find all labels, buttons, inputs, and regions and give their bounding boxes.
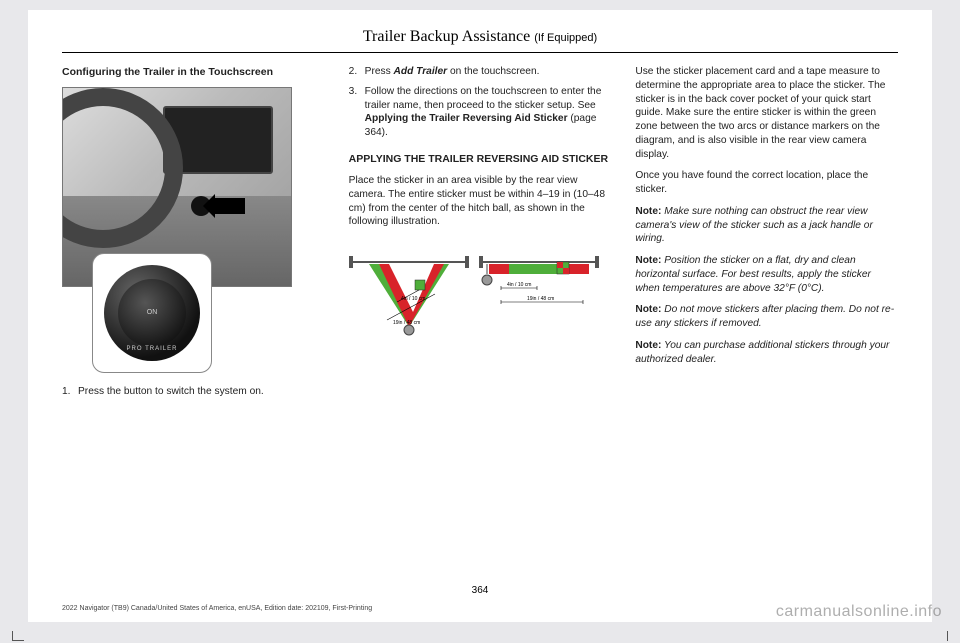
note-4-text: You can purchase additional stickers thr…	[635, 340, 889, 365]
note-1-text: Make sure nothing can obstruct the rear …	[635, 206, 873, 245]
pro-trailer-dial: ON PRO TRAILER	[104, 265, 200, 361]
col1-heading: Configuring the Trailer in the Touchscre…	[62, 65, 325, 79]
note-2-label: Note:	[635, 255, 661, 266]
figure-dial-inset: ON PRO TRAILER	[92, 253, 212, 373]
figure-sticker-placement: 4in / 10 cm 19in / 48 cm	[349, 237, 599, 357]
column-2: 2. Press Add Trailer on the touchscreen.…	[349, 65, 612, 405]
note-4-label: Note:	[635, 340, 661, 351]
header-title: Trailer Backup Assistance	[363, 28, 530, 45]
dim-small-1: 4in / 10 cm	[401, 296, 425, 302]
step-1-text: Press the button to switch the system on…	[78, 385, 264, 399]
col3-para-2: Once you have found the correct location…	[635, 169, 898, 197]
step-2-num: 2.	[349, 65, 365, 79]
content-columns: Configuring the Trailer in the Touchscre…	[62, 65, 898, 405]
note-2-text: Position the sticker on a flat, dry and …	[635, 255, 871, 294]
note-3-text: Do not move stickers after placing them.…	[635, 304, 894, 329]
step-2-pre: Press	[365, 66, 394, 77]
step-2-text: Press Add Trailer on the touchscreen.	[365, 65, 540, 79]
dim-large-1: 19in / 48 cm	[393, 320, 420, 326]
diagram-straight-tongue: 4in / 10 cm 19in / 48 cm	[479, 242, 599, 352]
diagram-v-tongue: 4in / 10 cm 19in / 48 cm	[349, 242, 469, 352]
dial-band-label: PRO TRAILER	[104, 345, 200, 353]
dim-small-2: 4in / 10 cm	[507, 282, 531, 288]
col2-heading-sticker: APPLYING THE TRAILER REVERSING AID STICK…	[349, 152, 612, 166]
step-2-bold: Add Trailer	[394, 66, 448, 77]
watermark: carmanualsonline.info	[776, 603, 942, 621]
footer-text: 2022 Navigator (TB9) Canada/United State…	[62, 605, 372, 612]
note-1: Note: Make sure nothing can obstruct the…	[635, 205, 898, 246]
header-qualifier: (If Equipped)	[534, 32, 597, 44]
step-2: 2. Press Add Trailer on the touchscreen.	[349, 65, 612, 79]
step-3-pre: Follow the directions on the touchscreen…	[365, 86, 602, 111]
dial-center: ON	[118, 279, 186, 347]
column-3: Use the sticker placement card and a tap…	[635, 65, 898, 405]
col3-para-1: Use the sticker placement card and a tap…	[635, 65, 898, 161]
note-3: Note: Do not move stickers after placing…	[635, 303, 898, 331]
dial-on-label: ON	[147, 308, 158, 317]
note-4: Note: You can purchase additional sticke…	[635, 339, 898, 367]
step-3-text: Follow the directions on the touchscreen…	[365, 85, 612, 140]
col2-para-1: Place the sticker in an area visible by …	[349, 174, 612, 229]
crop-mark-left	[12, 631, 24, 641]
step-2-post: on the touchscreen.	[447, 66, 539, 77]
note-2: Note: Position the sticker on a flat, dr…	[635, 254, 898, 295]
step-1-num: 1.	[62, 385, 78, 399]
step-1: 1. Press the button to switch the system…	[62, 385, 325, 399]
column-1: Configuring the Trailer in the Touchscre…	[62, 65, 325, 405]
step-3: 3. Follow the directions on the touchscr…	[349, 85, 612, 140]
page-number: 364	[28, 585, 932, 596]
manual-page: Trailer Backup Assistance (If Equipped) …	[28, 10, 932, 622]
step-3-bold: Applying the Trailer Reversing Aid Stick…	[365, 113, 568, 124]
note-3-label: Note:	[635, 304, 661, 315]
step-3-num: 3.	[349, 85, 365, 140]
note-1-label: Note:	[635, 206, 661, 217]
dim-large-2: 19in / 48 cm	[527, 296, 554, 302]
callout-arrow	[215, 198, 245, 214]
page-header: Trailer Backup Assistance (If Equipped)	[62, 28, 898, 53]
crop-mark-right	[946, 631, 948, 641]
